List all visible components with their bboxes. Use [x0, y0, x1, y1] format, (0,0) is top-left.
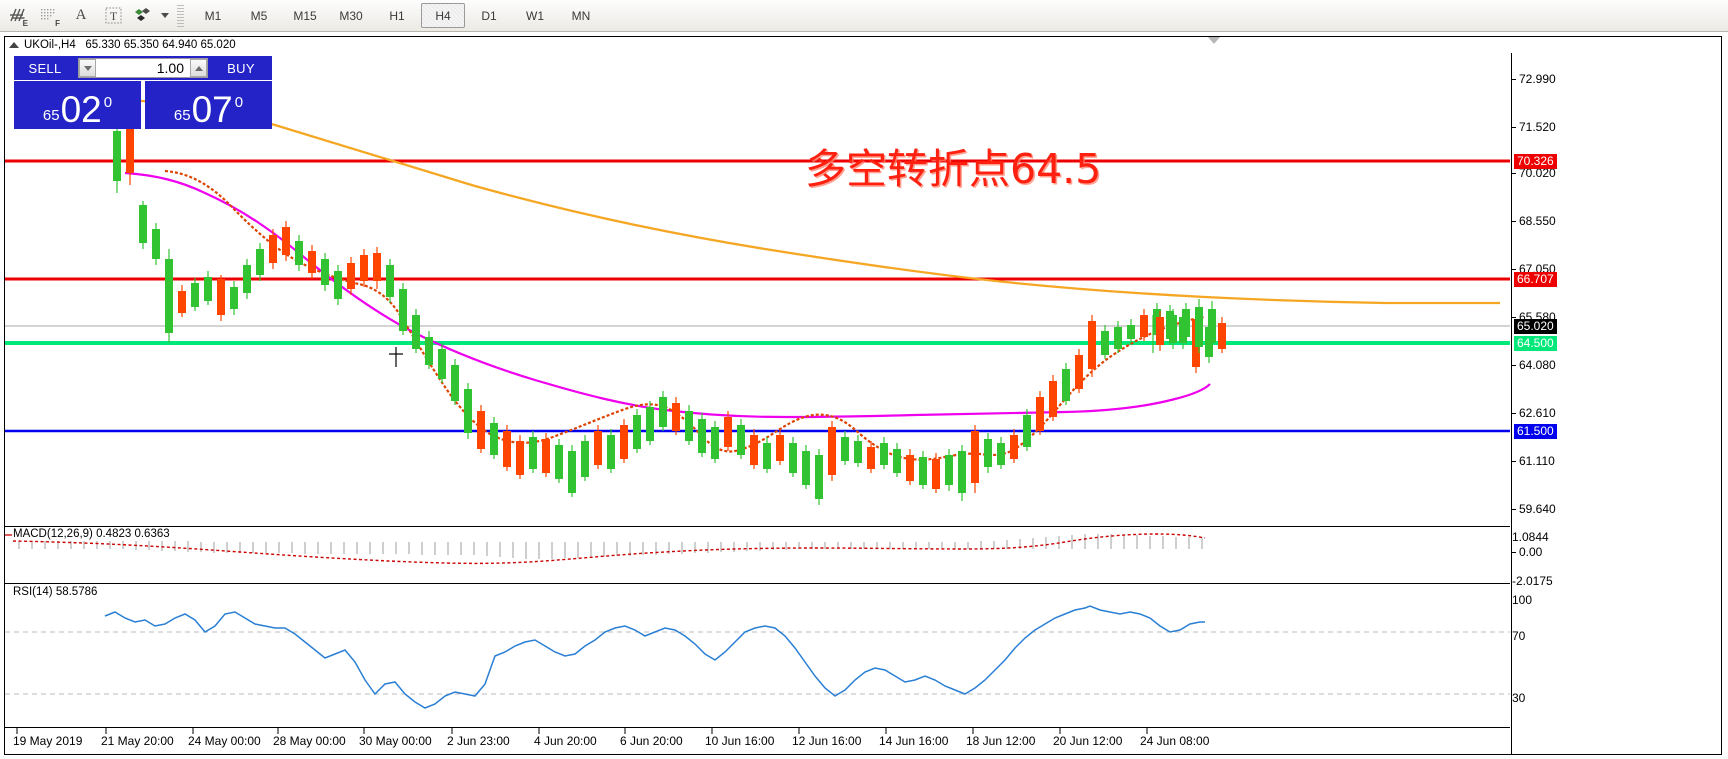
time-label-12: 20 Jun 12:00 — [1053, 734, 1123, 748]
time-label-5: 2 Jun 23:00 — [447, 734, 510, 748]
time-label-1: 21 May 20:00 — [101, 734, 174, 748]
ma-mid-magenta — [124, 171, 1211, 419]
macd-label: MACD(12,26,9) 0.4823 0.6363 — [13, 528, 170, 540]
grid-icon-sublabel: F — [55, 18, 60, 28]
time-label-8: 10 Jun 16:00 — [705, 734, 775, 748]
crosshair-cursor — [389, 347, 403, 367]
chart-annotation-text: 多空转折点64.5 — [805, 145, 1102, 193]
resistance-tag-70326[interactable]: 70.326 — [1514, 154, 1557, 169]
text-tool-icon[interactable]: A — [66, 3, 96, 29]
timeframe-m1[interactable]: M1 — [204, 8, 222, 23]
rsi-label: RSI(14) 58.5786 — [13, 586, 98, 598]
buy-price-display[interactable]: 65 07 0 — [145, 81, 272, 129]
macd-scale-max: 1.0844 — [1512, 530, 1549, 544]
timeframe-m15[interactable]: M15 — [293, 8, 317, 23]
timeframe-w1[interactable]: W1 — [526, 8, 544, 23]
price-tick-68550: 68.550 — [1512, 214, 1556, 228]
timeframe-m30[interactable]: M30 — [339, 8, 363, 23]
buy-price-prefix: 65 — [173, 107, 191, 124]
price-tick-59640: 59.640 — [1512, 502, 1556, 516]
chart-window: UKOil-,H4 65.330 65.350 64.940 65.020 — [4, 36, 1722, 755]
macd-svg — [5, 533, 1206, 565]
sell-price-display[interactable]: 65 02 0 — [14, 81, 141, 129]
pivot-tag-64500[interactable]: 64.500 — [1514, 336, 1557, 351]
sell-button[interactable]: SELL — [28, 60, 62, 76]
buy-price-main: 07 — [191, 89, 233, 130]
time-label-10: 14 Jun 16:00 — [879, 734, 949, 748]
one-click-trading-panel[interactable]: SELL 1.00 BUY 65 02 0 65 07 0 — [14, 56, 272, 129]
price-chart-svg — [5, 97, 1510, 505]
macd-histogram — [18, 534, 1203, 559]
macd-scale-zero: 0.00 — [1512, 545, 1542, 559]
volume-field[interactable]: 1.00 — [78, 58, 208, 78]
price-tick-72990: 72.990 — [1512, 72, 1556, 86]
price-tick-70020: 70.020 — [1512, 166, 1556, 180]
rsi-scale-100: 100 — [1512, 593, 1533, 607]
price-axis[interactable]: 72.990 71.520 70.020 68.550 67.050 65.58… — [1511, 53, 1721, 754]
time-label-0: 19 May 2019 — [13, 734, 83, 748]
timeframe-m5[interactable]: M5 — [250, 8, 268, 23]
rsi-pane[interactable]: RSI(14) 58.5786 — [5, 583, 1510, 727]
buy-price-fraction: 0 — [234, 94, 244, 111]
last-price-tag[interactable]: 65.020 — [1514, 319, 1557, 334]
main-toolbar: E F A — [0, 0, 1728, 32]
time-label-9: 12 Jun 16:00 — [792, 734, 862, 748]
price-tick-71520: 71.520 — [1512, 120, 1556, 134]
macd-scale-min: -2.0175 — [1512, 574, 1553, 588]
symbol-ohlc-text: UKOil-,H4 65.330 65.350 64.940 65.020 — [24, 38, 236, 51]
timeframe-h1[interactable]: H1 — [389, 8, 405, 23]
sell-price-main: 02 — [60, 89, 102, 130]
support-tag-61500[interactable]: 61.500 — [1514, 424, 1557, 439]
timeframe-mn[interactable]: MN — [571, 8, 591, 23]
price-tick-62610: 62.610 — [1512, 406, 1556, 420]
time-label-2: 24 May 00:00 — [188, 734, 261, 748]
trade-panel-header: SELL 1.00 BUY — [14, 56, 272, 80]
rsi-scale-70: 70 — [1512, 629, 1526, 643]
time-label-6: 4 Jun 20:00 — [534, 734, 597, 748]
time-label-13: 24 Jun 08:00 — [1140, 734, 1210, 748]
time-label-4: 30 May 00:00 — [359, 734, 432, 748]
sell-price-prefix: 65 — [42, 107, 60, 124]
volume-value[interactable]: 1.00 — [96, 59, 190, 77]
symbol-ohlc-bar: UKOil-,H4 65.330 65.350 64.940 65.020 — [5, 37, 1721, 52]
time-label-3: 28 May 00:00 — [273, 734, 346, 748]
volume-increment-button[interactable] — [190, 59, 207, 77]
sell-price-fraction: 0 — [103, 94, 113, 111]
text-label-icon[interactable]: T — [98, 3, 128, 29]
buy-button[interactable]: BUY — [227, 60, 255, 76]
macd-signal-line — [12, 533, 1206, 565]
price-chart-pane[interactable]: 多空转折点64.5 — [5, 53, 1510, 525]
time-label-7: 6 Jun 20:00 — [620, 734, 683, 748]
rsi-line — [104, 605, 1205, 709]
shapes-icon[interactable] — [130, 3, 160, 29]
ma-long-orange — [104, 97, 1500, 305]
indicators-icon[interactable]: E — [2, 3, 32, 29]
rsi-scale-30: 30 — [1512, 691, 1526, 705]
indicators-icon-sublabel: E — [22, 18, 28, 28]
resistance-tag-66707[interactable]: 66.707 — [1514, 272, 1557, 287]
shapes-dropdown-caret[interactable] — [161, 13, 169, 18]
toolbar-separator-grip — [177, 4, 184, 27]
price-tick-64080: 64.080 — [1512, 358, 1556, 372]
text-tool-label: A — [75, 7, 87, 23]
grid-icon[interactable]: F — [34, 3, 64, 29]
price-tick-61110: 61.110 — [1512, 454, 1555, 468]
macd-pane[interactable]: MACD(12,26,9) 0.4823 0.6363 — [5, 526, 1510, 583]
timeframe-h4[interactable]: H4 — [421, 3, 465, 28]
timeframe-d1[interactable]: D1 — [481, 8, 497, 23]
chart-scroll-marker-icon[interactable] — [1208, 37, 1220, 44]
svg-text:T: T — [109, 9, 117, 23]
time-label-11: 18 Jun 12:00 — [966, 734, 1036, 748]
rsi-svg — [5, 605, 1510, 709]
volume-decrement-button[interactable] — [79, 59, 96, 77]
candlestick-series — [113, 121, 1226, 505]
collapse-triangle-icon[interactable] — [9, 41, 19, 48]
time-axis: 19 May 2019 21 May 20:00 24 May 00:00 28… — [5, 727, 1510, 755]
